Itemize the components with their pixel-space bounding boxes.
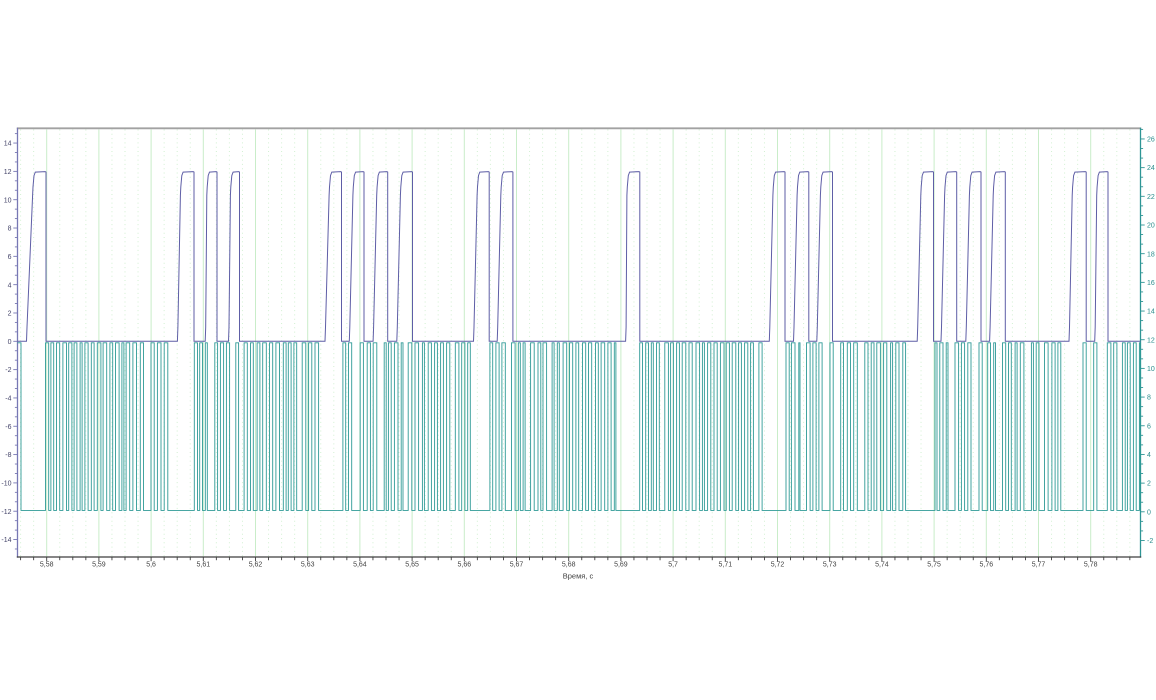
svg-text:20: 20 xyxy=(1147,223,1155,230)
svg-text:5,68: 5,68 xyxy=(562,562,576,569)
svg-text:5,59: 5,59 xyxy=(92,562,106,569)
svg-text:5,76: 5,76 xyxy=(979,562,993,569)
svg-text:4: 4 xyxy=(1147,452,1151,459)
svg-text:22: 22 xyxy=(1147,194,1155,201)
svg-text:6: 6 xyxy=(1147,423,1151,430)
svg-text:5,78: 5,78 xyxy=(1084,562,1098,569)
svg-text:Время, с: Время, с xyxy=(563,572,594,581)
svg-text:-12: -12 xyxy=(1,509,11,516)
svg-text:-14: -14 xyxy=(1,537,11,544)
svg-text:14: 14 xyxy=(1147,309,1155,316)
svg-text:24: 24 xyxy=(1147,165,1155,172)
svg-text:5,58: 5,58 xyxy=(40,562,54,569)
svg-text:5,74: 5,74 xyxy=(875,562,889,569)
svg-text:14: 14 xyxy=(4,141,12,148)
svg-text:12: 12 xyxy=(1147,337,1155,344)
svg-text:26: 26 xyxy=(1147,137,1155,144)
svg-text:16: 16 xyxy=(1147,280,1155,287)
svg-text:5,7: 5,7 xyxy=(668,562,678,569)
svg-text:5,72: 5,72 xyxy=(771,562,785,569)
svg-text:-8: -8 xyxy=(5,452,11,459)
svg-text:5,62: 5,62 xyxy=(249,562,263,569)
svg-text:5,65: 5,65 xyxy=(405,562,419,569)
svg-text:10: 10 xyxy=(4,197,12,204)
svg-text:5,61: 5,61 xyxy=(196,562,210,569)
svg-text:-2: -2 xyxy=(1147,538,1153,545)
svg-text:5,66: 5,66 xyxy=(457,562,471,569)
svg-text:12: 12 xyxy=(4,169,12,176)
svg-text:0: 0 xyxy=(1147,509,1151,516)
svg-text:5,77: 5,77 xyxy=(1032,562,1046,569)
svg-text:5,67: 5,67 xyxy=(510,562,524,569)
svg-text:5,6: 5,6 xyxy=(146,562,156,569)
svg-text:5,64: 5,64 xyxy=(353,562,367,569)
svg-text:5,69: 5,69 xyxy=(614,562,628,569)
svg-text:6: 6 xyxy=(8,254,12,261)
svg-text:10: 10 xyxy=(1147,366,1155,373)
svg-text:5,73: 5,73 xyxy=(823,562,837,569)
svg-text:-10: -10 xyxy=(1,481,11,488)
svg-text:5,75: 5,75 xyxy=(927,562,941,569)
svg-text:18: 18 xyxy=(1147,251,1155,258)
svg-text:5,63: 5,63 xyxy=(301,562,315,569)
svg-text:2: 2 xyxy=(1147,481,1151,488)
svg-text:8: 8 xyxy=(8,226,12,233)
svg-text:4: 4 xyxy=(8,282,12,289)
svg-text:-6: -6 xyxy=(5,424,11,431)
svg-text:-4: -4 xyxy=(5,396,11,403)
svg-text:8: 8 xyxy=(1147,395,1151,402)
svg-text:2: 2 xyxy=(8,311,12,318)
svg-text:-2: -2 xyxy=(5,367,11,374)
svg-text:0: 0 xyxy=(8,339,12,346)
svg-text:5,71: 5,71 xyxy=(718,562,732,569)
